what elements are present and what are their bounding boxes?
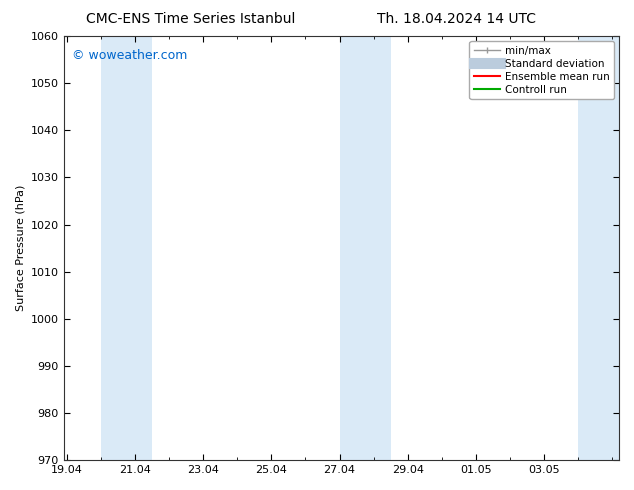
- Text: © woweather.com: © woweather.com: [72, 49, 187, 62]
- Legend: min/max, Standard deviation, Ensemble mean run, Controll run: min/max, Standard deviation, Ensemble me…: [469, 41, 614, 99]
- Text: Th. 18.04.2024 14 UTC: Th. 18.04.2024 14 UTC: [377, 12, 536, 26]
- Bar: [578, 36, 619, 460]
- Bar: [101, 36, 152, 460]
- Text: CMC-ENS Time Series Istanbul: CMC-ENS Time Series Istanbul: [86, 12, 295, 26]
- Y-axis label: Surface Pressure (hPa): Surface Pressure (hPa): [15, 185, 25, 311]
- Bar: [340, 36, 391, 460]
